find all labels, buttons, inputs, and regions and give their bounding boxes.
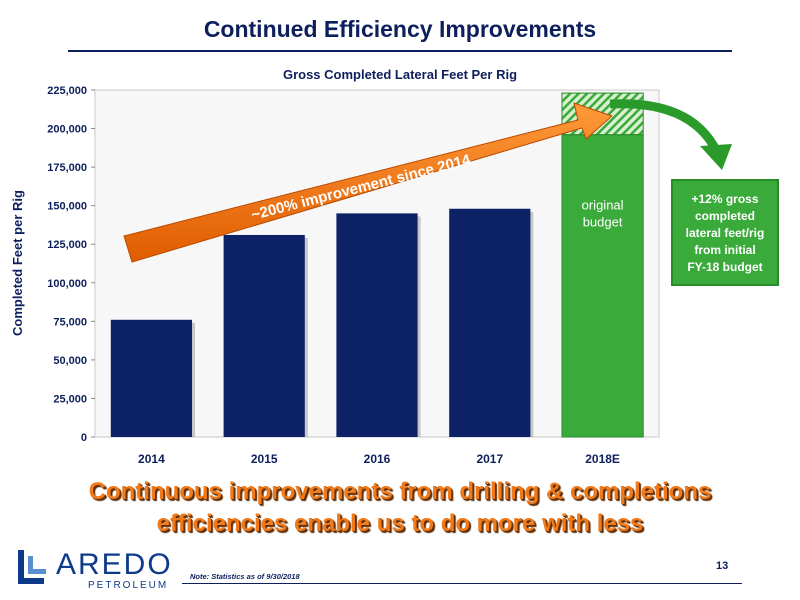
y-tick-label: 150,000 bbox=[47, 201, 87, 213]
callout-arrow bbox=[609, 99, 732, 170]
x-tick-label: 2015 bbox=[251, 452, 278, 466]
callout-line: +12% gross bbox=[691, 192, 759, 206]
y-tick-label: 175,000 bbox=[47, 162, 87, 174]
y-tick-label: 125,000 bbox=[47, 239, 87, 251]
y-tick-label: 50,000 bbox=[53, 355, 87, 367]
logo-subtitle: PETROLEUM bbox=[88, 580, 169, 591]
logo-wordmark: AREDO bbox=[56, 548, 173, 581]
y-tick-label: 25,000 bbox=[53, 393, 87, 405]
footnote: Note: Statistics as of 9/30/2018 bbox=[190, 572, 300, 581]
y-tick-label: 225,000 bbox=[47, 85, 87, 97]
title-divider bbox=[68, 50, 732, 52]
y-tick-label: 200,000 bbox=[47, 124, 87, 136]
y-tick-label: 100,000 bbox=[47, 278, 87, 290]
y-axis-label: Completed Feet per Rig bbox=[10, 190, 25, 336]
x-tick-label: 2016 bbox=[364, 452, 391, 466]
x-tick-label: 2014 bbox=[138, 452, 165, 466]
callout-line: FY-18 budget bbox=[687, 260, 763, 274]
laredo-logo-icon bbox=[18, 550, 46, 584]
bar-2017 bbox=[449, 208, 531, 437]
x-tick-label: 2017 bbox=[476, 452, 503, 466]
y-tick-label: 0 bbox=[81, 432, 87, 444]
callout-line: lateral feet/rig bbox=[685, 226, 765, 240]
page-number: 13 bbox=[716, 560, 729, 572]
bar-2014 bbox=[110, 319, 193, 437]
callout-line: from initial bbox=[694, 243, 756, 257]
budget-increase-callout: +12% gross completed lateral feet/rig fr… bbox=[671, 179, 779, 286]
chart-title: Gross Completed Lateral Feet Per Rig bbox=[283, 67, 517, 82]
bar-annotation: budget bbox=[583, 215, 623, 230]
bar-2018e-original-budget bbox=[561, 134, 644, 438]
footer-divider bbox=[182, 583, 742, 584]
tagline-line-2: efficiencies enable us to do more with l… bbox=[156, 510, 644, 537]
y-tick-label: 75,000 bbox=[53, 316, 87, 328]
tagline-line-1: Continuous improvements from drilling & … bbox=[88, 478, 712, 505]
slide-title: Continued Efficiency Improvements bbox=[203, 16, 597, 42]
bar-2016 bbox=[336, 213, 418, 437]
bar-annotation: original bbox=[582, 198, 624, 213]
callout-line: completed bbox=[694, 209, 755, 223]
bar-2015 bbox=[223, 234, 305, 437]
x-tick-label: 2018E bbox=[585, 452, 620, 466]
